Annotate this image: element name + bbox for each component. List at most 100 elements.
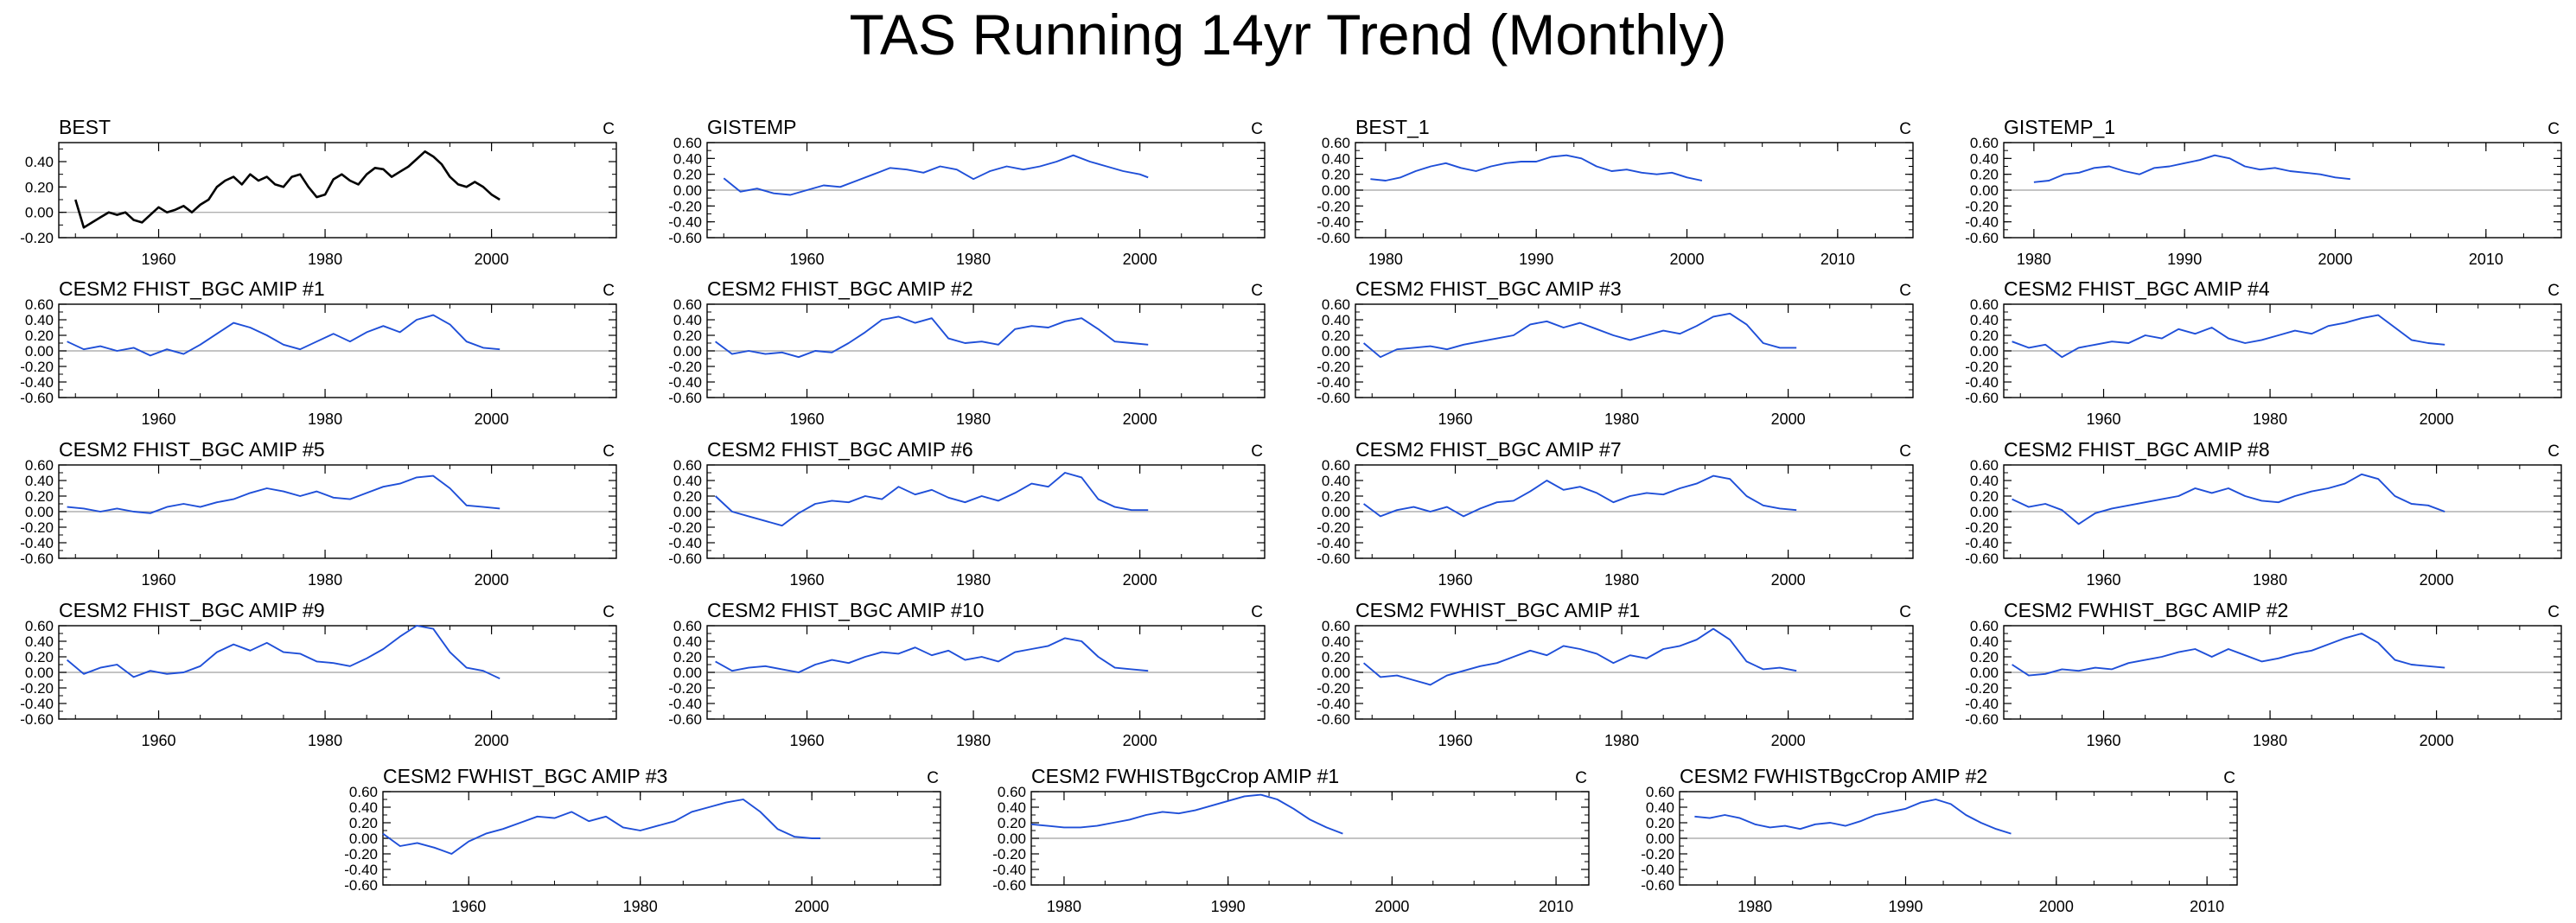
- x-tick-label: 2000: [794, 898, 829, 915]
- series-line: [1363, 474, 1797, 518]
- panel-units: C: [603, 282, 615, 300]
- y-tick-label: 0.60: [1970, 618, 1999, 634]
- panel-units: C: [927, 769, 939, 787]
- x-tick-label: 2000: [1374, 898, 1409, 915]
- y-tick-label: -0.60: [1965, 711, 1999, 728]
- y-tick-label: 0.00: [1322, 665, 1350, 681]
- y-tick-label: -0.20: [344, 846, 378, 863]
- series-line: [74, 150, 501, 229]
- y-tick-label: -0.40: [1317, 535, 1350, 551]
- panel-title: GISTEMP: [707, 116, 797, 138]
- x-tick-label: 2000: [1123, 732, 1157, 749]
- chart-panel: CESM2 FHIST_BGC AMIP #7 C-0.60-0.40-0.200…: [1317, 438, 1914, 589]
- x-tick-label: 2000: [2420, 732, 2454, 749]
- y-tick-label: 0.40: [1322, 633, 1350, 650]
- chart-panel: CESM2 FHIST_BGC AMIP #10 C -0.60-0.40-0.20…: [668, 599, 1266, 749]
- series-line: [714, 472, 1149, 527]
- chart-panel: CESM2 FWHIST_BGC AMIP #3 C -0.60-0.40-0.20…: [344, 765, 941, 915]
- chart-panel: CESM2 FHIST_BGC AMIP #6 C-0.60-0.40-0.200…: [668, 438, 1266, 589]
- x-tick-label: 2000: [1123, 251, 1157, 268]
- y-tick-label: 0.00: [673, 343, 702, 360]
- y-tick-label: -0.20: [668, 198, 702, 214]
- chart-panel: BEST C -0.20 0.00 0.20 0.40 1960 1980 2000: [20, 116, 617, 268]
- y-tick-label: -0.40: [668, 374, 702, 391]
- panel-title: CESM2 FHIST_BGC AMIP #6: [707, 438, 973, 461]
- x-tick-label: 1980: [308, 411, 342, 428]
- x-tick-label: 2000: [475, 411, 509, 428]
- y-tick-label: 0.40: [1970, 633, 1999, 650]
- y-tick-label: -0.40: [1965, 535, 1999, 551]
- y-tick-label: 0.40: [998, 799, 1026, 816]
- panel-title: CESM2 FWHISTBgcCrop AMIP #2: [1680, 765, 1987, 787]
- series-line: [1362, 627, 1797, 686]
- y-tick-label: 0.00: [25, 665, 54, 681]
- y-tick-label: -0.60: [668, 230, 702, 246]
- x-tick-label: 2000: [475, 251, 509, 268]
- y-tick-label: -0.40: [1965, 374, 1999, 391]
- y-tick-label: 0.20: [1970, 167, 1999, 183]
- panel-units: C: [603, 603, 615, 621]
- panel-title: CESM2 FHIST_BGC AMIP #7: [1355, 438, 1622, 461]
- y-tick-label: -0.60: [1641, 877, 1674, 894]
- y-tick-label: -0.60: [1317, 390, 1350, 406]
- y-tick-label: -0.20: [20, 230, 54, 246]
- series-line: [2012, 633, 2445, 677]
- y-tick-label: 0.20: [1322, 649, 1350, 665]
- y-tick-label: 0.00: [1970, 504, 1999, 520]
- x-tick-label: 1980: [1368, 251, 1403, 268]
- y-tick-label: 0.60: [673, 135, 702, 151]
- panel-title: CESM2 FWHISTBgcCrop AMIP #1: [1031, 765, 1339, 787]
- y-tick-label: 0.00: [25, 205, 54, 221]
- y-tick-label: -0.20: [668, 359, 702, 375]
- y-tick-label: 0.00: [673, 182, 702, 199]
- plot-frame: [58, 142, 617, 239]
- y-tick-label: 0.60: [25, 296, 54, 313]
- y-tick-label: -0.20: [1965, 680, 1999, 697]
- y-tick-label: 0.60: [349, 784, 378, 800]
- panel-units: C: [1899, 120, 1911, 138]
- panel-title: CESM2 FWHIST_BGC AMIP #2: [2004, 599, 2288, 621]
- y-tick-label: -0.40: [1641, 862, 1674, 878]
- y-tick-label: -0.20: [1965, 198, 1999, 214]
- series-line: [1370, 154, 1703, 181]
- y-tick-label: -0.60: [668, 711, 702, 728]
- x-tick-label: 1980: [2253, 571, 2287, 589]
- y-tick-label: 0.60: [1970, 457, 1999, 474]
- panel-units: C: [2547, 442, 2560, 461]
- x-tick-label: 1960: [141, 411, 175, 428]
- x-tick-label: 1980: [2017, 251, 2051, 268]
- panel-units: C: [1899, 603, 1911, 621]
- chart-panel: CESM2 FHIST_BGC AMIP #8 C-0.60-0.40-0.200…: [1965, 438, 2562, 589]
- y-tick-label: 0.60: [673, 618, 702, 634]
- series-line: [67, 474, 501, 514]
- series-line: [382, 799, 821, 855]
- x-tick-label: 2000: [2420, 571, 2454, 589]
- x-tick-label: 2000: [2420, 411, 2454, 428]
- y-tick-label: 0.60: [673, 296, 702, 313]
- x-tick-label: 1960: [141, 251, 175, 268]
- y-tick-label: -0.40: [1965, 214, 1999, 231]
- y-tick-label: -0.20: [1317, 359, 1350, 375]
- y-tick-label: 0.20: [1322, 488, 1350, 505]
- y-tick-label: -0.60: [344, 877, 378, 894]
- y-tick-label: 0.00: [1646, 831, 1674, 847]
- y-tick-label: 0.40: [1970, 312, 1999, 328]
- y-tick-label: -0.60: [1317, 551, 1350, 567]
- y-tick-label: 0.20: [673, 328, 702, 344]
- x-tick-label: 1980: [956, 251, 991, 268]
- panel-title: CESM2 FHIST_BGC AMIP #8: [2004, 438, 2270, 461]
- y-tick-label: 0.60: [1322, 618, 1350, 634]
- x-tick-label: 1990: [2167, 251, 2202, 268]
- panel-units: C: [603, 120, 615, 138]
- y-tick-label: -0.40: [992, 862, 1026, 878]
- panel-title: CESM2 FWHIST_BGC AMIP #1: [1355, 599, 1640, 621]
- panel-units: C: [1575, 769, 1587, 787]
- y-tick-label: 0.60: [25, 618, 54, 634]
- y-tick-label: 0.40: [25, 154, 54, 170]
- x-tick-label: 1990: [1519, 251, 1553, 268]
- y-tick-label: 0.60: [673, 457, 702, 474]
- y-tick-label: 0.20: [673, 167, 702, 183]
- y-tick-label: 0.40: [1322, 150, 1350, 167]
- x-tick-label: 1960: [1438, 411, 1472, 428]
- x-tick-label: 2010: [1539, 898, 1573, 915]
